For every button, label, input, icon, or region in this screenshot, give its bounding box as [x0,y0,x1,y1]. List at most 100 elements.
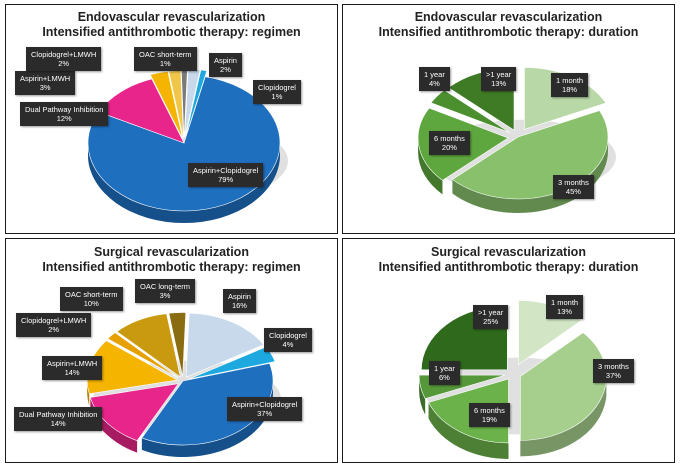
data-label-value: 4% [429,79,440,88]
data-label-value: 45% [565,187,581,196]
chart-title-block: Surgical revascularization Intensified a… [6,245,337,275]
chart-title-block: Endovascular revascularization Intensifi… [343,10,674,40]
pie-slice [107,332,179,379]
data-label: OAC long-term 3% [135,279,196,303]
data-label: 1 month 13% [546,295,584,319]
data-label-value: 3% [159,291,171,300]
chart-subtitle: Intensified antithrombotic therapy: dura… [378,260,639,274]
data-label: Clopidogrel 4% [264,328,312,352]
data-label-value: 3% [39,83,51,92]
pie-slice-side [419,375,426,415]
data-label-value: 6% [439,373,450,382]
pie-slice-side [141,381,273,457]
data-label: 1 month 18% [551,73,589,97]
chart-title-block: Endovascular revascularization Intensifi… [6,10,337,40]
chart-panel-endo-regimen: Endovascular revascularization Intensifi… [5,4,338,234]
data-label: Aspirin+Clopidogrel 79% [188,163,264,187]
pie-slice-side [520,376,607,457]
chart-title-block: Surgical revascularization Intensified a… [343,245,674,275]
data-label-value: 10% [83,299,99,308]
pie-slice-side [418,137,443,195]
data-label-value: 1% [159,59,171,68]
pie-chart-svg [417,67,616,213]
pie-slice [149,71,183,139]
data-label: 3 months 45% [553,175,594,199]
data-label: Clopidogrel 1% [253,80,301,104]
data-label: 1 year 4% [419,67,450,91]
pie-slice-side [88,143,280,223]
chart-subtitle: Intensified antithrombotic therapy: dura… [378,25,639,39]
data-label-name: Aspirin+LMWH [20,74,71,83]
data-label-name: Clopidogrel [258,83,296,92]
data-label: Dual Pathway Inhibition 14% [14,407,103,431]
pie-slice-side [90,397,138,453]
chart-title: Endovascular revascularization [414,10,603,24]
data-label-name: OAC long-term [140,282,191,291]
data-label-value: 14% [50,419,66,428]
data-label-value: 20% [441,143,457,152]
data-label: Aspirin 16% [223,289,256,313]
chart-panel-endo-duration: Endovascular revascularization Intensifi… [342,4,675,234]
data-label: 1 year 6% [429,361,460,385]
pie-slice [89,383,179,442]
pie-sides [87,380,273,457]
pie-slice-side [87,380,90,406]
data-label: 3 months 37% [593,359,634,383]
data-label: Aspirin 2% [209,53,242,77]
data-label-name: Dual Pathway Inhibition [25,105,104,114]
data-label-value: 79% [218,175,234,184]
data-label-name: OAC short-term [65,290,118,299]
data-label-name: 6 months [474,406,505,415]
data-label: OAC short-term 1% [134,47,197,71]
chart-subtitle: Intensified antithrombotic therapy: regi… [42,25,301,39]
data-label-name: >1 year [486,70,512,79]
chart-subtitle: Intensified antithrombotic therapy: regi… [42,260,301,274]
data-label-name: Clopidogrel+LMWH [21,316,87,325]
data-label-name: Aspirin+Clopidogrel [193,166,259,175]
data-label-value: 19% [481,415,497,424]
data-label-value: 16% [231,301,247,310]
data-label-name: OAC short-term [139,50,192,59]
data-label-name: 3 months [598,362,629,371]
data-label-name: 3 months [558,178,589,187]
data-label-name: Dual Pathway Inhibition [19,410,98,419]
pie-slice [185,69,208,138]
data-label: Aspirin+Clopidogrel 37% [227,397,303,421]
data-label-value: 4% [282,340,294,349]
chart-panel-surg-regimen: Surgical revascularization Intensified a… [5,238,338,463]
pie-slice [185,312,265,378]
pie-slice [520,332,607,441]
pie-slice [141,363,274,446]
data-label-value: 2% [220,65,231,74]
data-label-value: 13% [557,307,573,316]
pie-sides [419,375,607,459]
data-label-name: 1 year [424,70,445,79]
data-label-value: 12% [56,114,72,123]
data-label-name: Aspirin+LMWH [47,359,98,368]
chart-panel-surg-duration: Surgical revascularization Intensified a… [342,238,675,463]
data-label-value: 13% [491,79,507,88]
data-label-value: 37% [605,371,621,380]
data-label: >1 year 13% [481,67,517,91]
pie-sides [88,143,280,223]
data-label: Aspirin+LMWH 14% [42,356,103,380]
pie-slice-side [428,402,509,459]
data-label-name: Aspirin+Clopidogrel [232,400,298,409]
data-label-name: 1 year [434,364,455,373]
pie-chart-svg [418,300,607,459]
data-label: 6 months 19% [469,403,510,427]
data-label-name: 6 months [434,134,465,143]
pie-chart-svg [86,312,281,457]
data-label-value: 25% [483,317,499,326]
data-label-value: 14% [64,368,80,377]
data-label-name: >1 year [478,308,504,317]
data-label: 6 months 20% [429,131,470,155]
chart-title: Endovascular revascularization [77,10,266,24]
data-label: Dual Pathway Inhibition 12% [20,102,109,126]
data-label: Clopidogrel+LMWH 2% [26,47,102,71]
chart-title: Surgical revascularization [94,245,249,259]
data-label-name: Clopidogrel+LMWH [31,50,97,59]
pie-slice [116,313,181,378]
data-label: OAC short-term 10% [60,287,123,311]
data-label-name: 1 month [551,298,579,307]
